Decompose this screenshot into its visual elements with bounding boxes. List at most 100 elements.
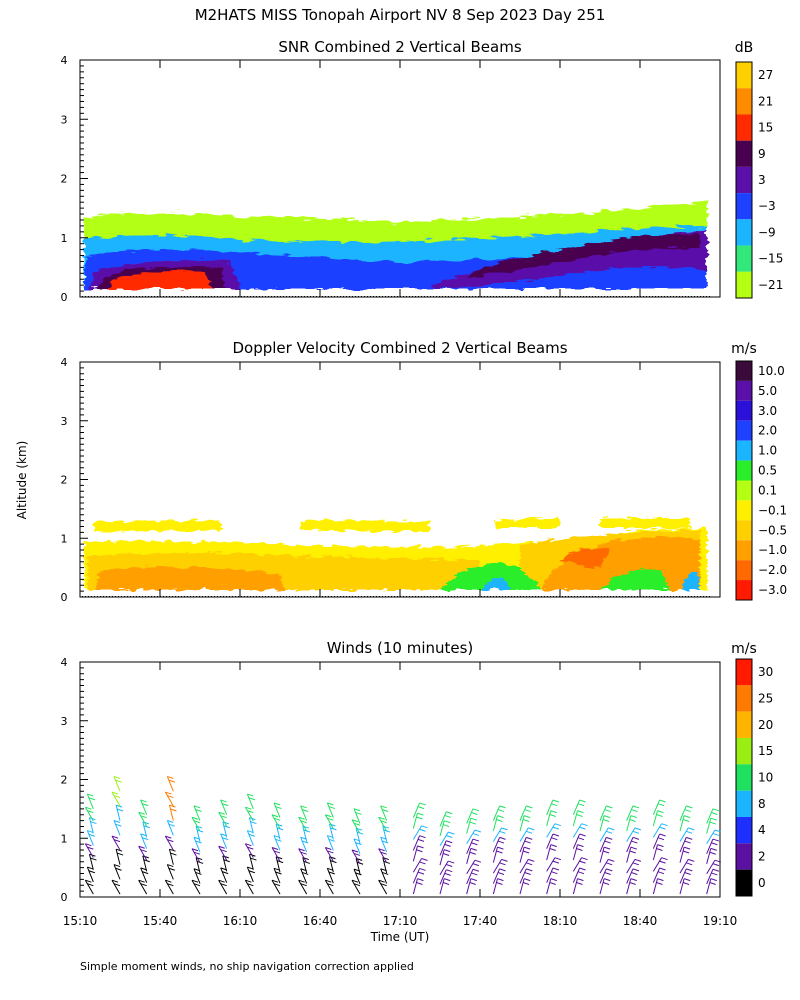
wind-barb-flag [250, 857, 257, 861]
wind-barb-flag [711, 812, 718, 815]
wind-barb-flag [523, 878, 531, 882]
wind-barb-flag [472, 863, 480, 867]
wind-barb-flag [632, 805, 640, 809]
wind-barb-flag [167, 795, 174, 799]
winds-colorbar-swatch [736, 764, 752, 791]
wind-barb-flag [522, 819, 530, 822]
doppler-panel: Doppler Velocity Combined 2 Vertical Bea… [61, 339, 788, 604]
wind-barb-flag [579, 833, 586, 837]
winds-y-tick-label: 0 [61, 891, 68, 904]
wind-barb [353, 838, 361, 854]
wind-barb-flag [471, 872, 478, 876]
wind-barb [706, 838, 714, 854]
wind-barb-flag [631, 809, 638, 813]
snr-y-tick-label: 0 [61, 291, 68, 304]
wind-barb-flag [245, 843, 252, 847]
doppler-y-tick-label: 2 [61, 474, 68, 487]
wind-barb-flag [417, 845, 424, 849]
wind-barb-flag [552, 833, 560, 837]
wind-barb-flag [576, 814, 583, 817]
wind-barb-flag [142, 803, 149, 807]
wind-barb-flag [355, 811, 362, 815]
wind-barb-flag [417, 812, 424, 816]
wind-barb-flag [167, 864, 174, 868]
wind-barb-flag [382, 840, 389, 844]
winds-colorbar-swatch [736, 711, 752, 738]
wind-barb-flag [629, 819, 636, 822]
wind-barb-flag [276, 860, 284, 864]
wind-barb [378, 817, 388, 832]
wind-barb-flag [577, 803, 585, 807]
wind-barb [328, 856, 334, 873]
wind-barb-flag [549, 814, 556, 817]
wind-barb [652, 799, 661, 815]
wind-barb-flag [113, 795, 121, 799]
wind-barb [519, 859, 529, 874]
doppler-colorbar-swatch [736, 500, 752, 521]
winds-colorbar-label: 4 [758, 823, 766, 837]
wind-barb-flag [443, 849, 451, 853]
wind-barb [166, 776, 174, 792]
wind-barb-flag [524, 840, 531, 844]
wind-barb [626, 827, 636, 842]
wind-barb [599, 827, 609, 842]
wind-barb [193, 805, 201, 821]
wind-barb-flag [88, 870, 95, 874]
wind-barb-flag [714, 829, 722, 833]
wind-barb-flag [712, 868, 720, 872]
x-tick-label: 17:10 [383, 914, 418, 928]
wind-barb-flag [87, 883, 94, 887]
time-axis-label: Time (UT) [370, 930, 430, 944]
wind-barb-flag [577, 837, 585, 841]
wind-barb [652, 878, 658, 895]
wind-barb-flag [657, 871, 665, 875]
wind-barb-flag [474, 859, 482, 863]
wind-barb-flag [659, 860, 666, 864]
doppler-field [84, 518, 707, 590]
wind-barb [195, 825, 201, 842]
wind-barb-flag [528, 827, 535, 831]
wind-barb [519, 805, 527, 821]
wind-barb-flag [116, 808, 124, 812]
wind-barb [193, 868, 201, 884]
wind-barb-flag [661, 823, 668, 827]
wind-barb-flag [634, 827, 642, 831]
wind-barb [519, 827, 529, 842]
x-tick-label: 15:40 [143, 914, 178, 928]
winds-colorbar-label: 30 [758, 665, 773, 679]
doppler-panel-title: Doppler Velocity Combined 2 Vertical Bea… [232, 339, 567, 357]
wind-barb-flag [551, 803, 558, 807]
wind-barb-flag [220, 799, 227, 803]
wind-barb [412, 835, 421, 851]
wind-barb-flag [167, 775, 174, 779]
wind-barb [439, 869, 447, 885]
wind-barb-flag [165, 835, 172, 839]
wind-barb-flag [378, 848, 385, 852]
wind-barb [220, 833, 228, 849]
wind-barb-flag [470, 817, 477, 821]
snr-colorbar-label: −3 [758, 199, 776, 213]
winds-plot-frame [79, 661, 721, 898]
wind-barb-flag [526, 836, 533, 840]
altitude-axis-label: Altitude (km) [15, 441, 29, 520]
wind-barb-flag [711, 872, 718, 876]
wind-barb [300, 837, 308, 853]
wind-barb-flag [355, 872, 362, 876]
wind-barb-flag [444, 872, 451, 876]
wind-barb [706, 848, 712, 864]
snr-y-tick-label: 3 [61, 113, 68, 126]
wind-barb-flag [448, 831, 455, 835]
snr-purple-band [90, 230, 707, 289]
wind-barb [271, 879, 281, 895]
wind-barb [439, 860, 449, 876]
x-tick-label: 17:40 [463, 914, 498, 928]
wind-barb [466, 829, 476, 844]
wind-barb-flag [115, 867, 122, 871]
wind-barb-flag [688, 858, 695, 862]
wind-barb [275, 823, 281, 840]
wind-barb-flag [245, 806, 252, 810]
wind-barb-flag [444, 814, 451, 818]
wind-barb [86, 830, 94, 846]
wind-barb [382, 825, 388, 842]
